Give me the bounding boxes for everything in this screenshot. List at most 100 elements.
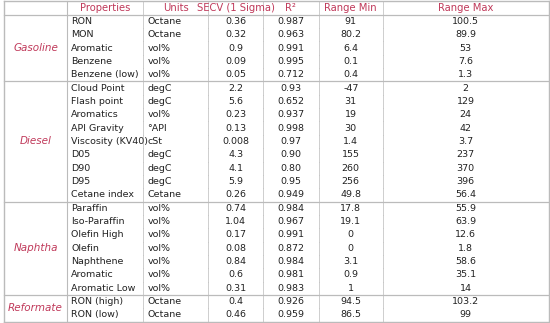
- Text: Aromatic: Aromatic: [72, 270, 114, 279]
- Text: Aromatic: Aromatic: [72, 44, 114, 53]
- Text: degC: degC: [147, 97, 172, 106]
- Text: 91: 91: [345, 17, 357, 26]
- Text: Gasoline: Gasoline: [13, 43, 58, 53]
- Text: Aromatics: Aromatics: [72, 110, 119, 119]
- Text: 63.9: 63.9: [455, 217, 476, 226]
- Text: 0.991: 0.991: [277, 230, 304, 239]
- Text: Benzene (low): Benzene (low): [72, 70, 139, 79]
- Text: D05: D05: [72, 150, 91, 159]
- Text: degC: degC: [147, 177, 172, 186]
- Text: -47: -47: [343, 84, 359, 93]
- Text: Octane: Octane: [147, 30, 182, 39]
- Text: 0.84: 0.84: [225, 257, 246, 266]
- Text: 0.26: 0.26: [225, 190, 246, 199]
- Text: Naphtha: Naphtha: [13, 243, 58, 253]
- Text: SECV (1 Sigma): SECV (1 Sigma): [197, 3, 274, 13]
- Text: 2.2: 2.2: [228, 84, 243, 93]
- Text: 0.712: 0.712: [277, 70, 304, 79]
- Text: 42: 42: [460, 124, 471, 133]
- Text: 0.74: 0.74: [225, 204, 246, 213]
- Text: 0.05: 0.05: [225, 70, 246, 79]
- Text: 35.1: 35.1: [455, 270, 476, 279]
- Text: 0.90: 0.90: [280, 150, 301, 159]
- Text: 0.937: 0.937: [277, 110, 305, 119]
- Text: 0.4: 0.4: [343, 70, 358, 79]
- Text: vol%: vol%: [147, 217, 170, 226]
- Text: 19.1: 19.1: [340, 217, 361, 226]
- Text: 3.7: 3.7: [458, 137, 473, 146]
- Text: Olefin: Olefin: [72, 244, 99, 253]
- Text: degC: degC: [147, 164, 172, 173]
- Text: Units: Units: [163, 3, 189, 13]
- Text: 56.4: 56.4: [455, 190, 476, 199]
- Text: 49.8: 49.8: [340, 190, 361, 199]
- Text: 12.6: 12.6: [455, 230, 476, 239]
- Text: vol%: vol%: [147, 244, 170, 253]
- Text: Naphthene: Naphthene: [72, 257, 124, 266]
- Text: 0.95: 0.95: [280, 177, 301, 186]
- Text: 0.93: 0.93: [280, 84, 301, 93]
- Text: 0.46: 0.46: [225, 310, 246, 319]
- Text: RON: RON: [72, 17, 92, 26]
- Text: °API: °API: [147, 124, 167, 133]
- Text: 0.9: 0.9: [228, 44, 243, 53]
- Text: 396: 396: [456, 177, 475, 186]
- Text: 0.4: 0.4: [228, 297, 243, 306]
- Text: 260: 260: [342, 164, 360, 173]
- Text: Iso-Paraffin: Iso-Paraffin: [72, 217, 125, 226]
- Text: 1.3: 1.3: [458, 70, 473, 79]
- Text: 0.80: 0.80: [280, 164, 301, 173]
- Text: degC: degC: [147, 84, 172, 93]
- Text: 0.959: 0.959: [277, 310, 304, 319]
- Text: 94.5: 94.5: [340, 297, 361, 306]
- Text: 0.926: 0.926: [277, 297, 304, 306]
- Text: 103.2: 103.2: [452, 297, 479, 306]
- Text: 0.6: 0.6: [228, 270, 243, 279]
- Text: 4.3: 4.3: [228, 150, 243, 159]
- Text: 0.995: 0.995: [277, 57, 304, 66]
- Text: Octane: Octane: [147, 310, 182, 319]
- Text: 0.981: 0.981: [277, 270, 304, 279]
- Text: 0: 0: [348, 244, 354, 253]
- Text: 1.04: 1.04: [225, 217, 246, 226]
- Text: 0.963: 0.963: [277, 30, 305, 39]
- Text: Range Min: Range Min: [324, 3, 377, 13]
- Text: vol%: vol%: [147, 257, 170, 266]
- Text: Viscosity (KV40): Viscosity (KV40): [72, 137, 148, 146]
- Text: 0.32: 0.32: [225, 30, 246, 39]
- Text: Range Max: Range Max: [438, 3, 493, 13]
- Text: Cetane index: Cetane index: [72, 190, 134, 199]
- Text: Benzene: Benzene: [72, 57, 112, 66]
- Text: 0.872: 0.872: [277, 244, 304, 253]
- Text: 0: 0: [348, 230, 354, 239]
- Text: 155: 155: [342, 150, 360, 159]
- Text: 0.09: 0.09: [225, 57, 246, 66]
- Text: vol%: vol%: [147, 270, 170, 279]
- Text: API Gravity: API Gravity: [72, 124, 124, 133]
- Text: R²: R²: [285, 3, 296, 13]
- Text: 0.31: 0.31: [225, 284, 246, 293]
- Text: 237: 237: [456, 150, 475, 159]
- Text: 58.6: 58.6: [455, 257, 476, 266]
- Text: 0.949: 0.949: [277, 190, 304, 199]
- Text: 89.9: 89.9: [455, 30, 476, 39]
- Text: 0.984: 0.984: [277, 204, 304, 213]
- Text: 99: 99: [460, 310, 471, 319]
- Text: 370: 370: [456, 164, 475, 173]
- Text: 256: 256: [342, 177, 360, 186]
- Text: D95: D95: [72, 177, 91, 186]
- Text: 86.5: 86.5: [340, 310, 361, 319]
- Text: 3.1: 3.1: [343, 257, 358, 266]
- Text: Paraffin: Paraffin: [72, 204, 108, 213]
- Text: Cetane: Cetane: [147, 190, 182, 199]
- Text: 6.4: 6.4: [343, 44, 358, 53]
- Text: 0.987: 0.987: [277, 17, 304, 26]
- Text: 0.97: 0.97: [280, 137, 301, 146]
- Text: 1.4: 1.4: [343, 137, 358, 146]
- Text: 0.967: 0.967: [277, 217, 304, 226]
- Text: vol%: vol%: [147, 230, 170, 239]
- Text: 0.17: 0.17: [225, 230, 246, 239]
- Text: cSt: cSt: [147, 137, 162, 146]
- Text: Octane: Octane: [147, 297, 182, 306]
- Text: Aromatic Low: Aromatic Low: [72, 284, 136, 293]
